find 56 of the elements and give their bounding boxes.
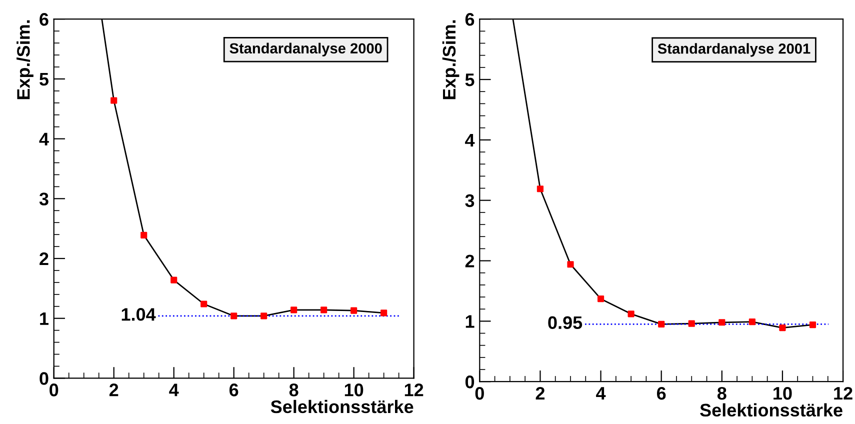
point <box>170 276 178 284</box>
point <box>779 324 786 332</box>
point <box>260 312 268 320</box>
x-tick-label: 2 <box>536 386 545 400</box>
x-tick-label: 10 <box>774 386 792 400</box>
ref-line-label: 1.04 <box>122 308 156 321</box>
x-tick-label: 8 <box>717 386 726 400</box>
x-tick-label: 2 <box>109 384 118 396</box>
x-tick-label: 4 <box>596 387 606 400</box>
x-tick-label: 6 <box>229 384 238 396</box>
x-axis-title: Selektionsstärke <box>270 400 414 414</box>
y-tick-label: 6 <box>465 13 474 26</box>
y-tick-label: 4 <box>465 134 475 146</box>
point <box>536 186 544 192</box>
x-tick-label: 6 <box>656 386 666 400</box>
y-tick-label: 2 <box>465 254 474 268</box>
y-tick-label: 2 <box>40 252 48 266</box>
point <box>380 310 388 316</box>
x-tick-label: 0 <box>475 386 484 400</box>
point <box>688 320 695 327</box>
point <box>628 310 634 318</box>
y-axis-title: Exp./Sim. <box>442 20 460 100</box>
x-axis-title: Selektionsstärke <box>700 403 842 417</box>
y-tick-label: 3 <box>465 194 474 208</box>
x-tick-label: 0 <box>50 384 58 396</box>
x-tick-label: 10 <box>344 384 364 396</box>
y-tick-label: 6 <box>40 13 48 26</box>
y-tick-label: 4 <box>39 132 49 146</box>
y-tick-label: 5 <box>465 74 474 86</box>
x-tick-label: 8 <box>289 384 298 396</box>
y-axis-title: Exp./Sim. <box>16 20 34 100</box>
y-tick-label: 0 <box>465 376 474 388</box>
point <box>320 306 328 314</box>
point <box>567 261 574 268</box>
point <box>290 306 298 314</box>
y-tick-label: 1 <box>466 315 474 328</box>
y-tick-label: 3 <box>39 192 48 206</box>
point <box>200 300 208 308</box>
point <box>809 322 816 328</box>
point <box>140 232 148 238</box>
ref-line-label: 0.95 <box>548 316 582 330</box>
point <box>597 296 604 302</box>
y-tick-label: 0 <box>40 372 48 385</box>
point <box>748 318 756 326</box>
point <box>110 97 118 104</box>
x-tick-label: 12 <box>404 384 424 396</box>
point <box>658 320 665 328</box>
point <box>230 312 238 320</box>
x-tick-label: 12 <box>834 386 852 400</box>
x-tick-label: 4 <box>169 384 179 396</box>
text: Standardanalyse 2000 <box>230 42 382 56</box>
point <box>718 319 726 326</box>
point <box>350 307 358 314</box>
y-tick-label: 1 <box>40 312 48 325</box>
text: Standardanalyse 2001 <box>658 43 810 57</box>
y-tick-label: 5 <box>40 73 48 86</box>
